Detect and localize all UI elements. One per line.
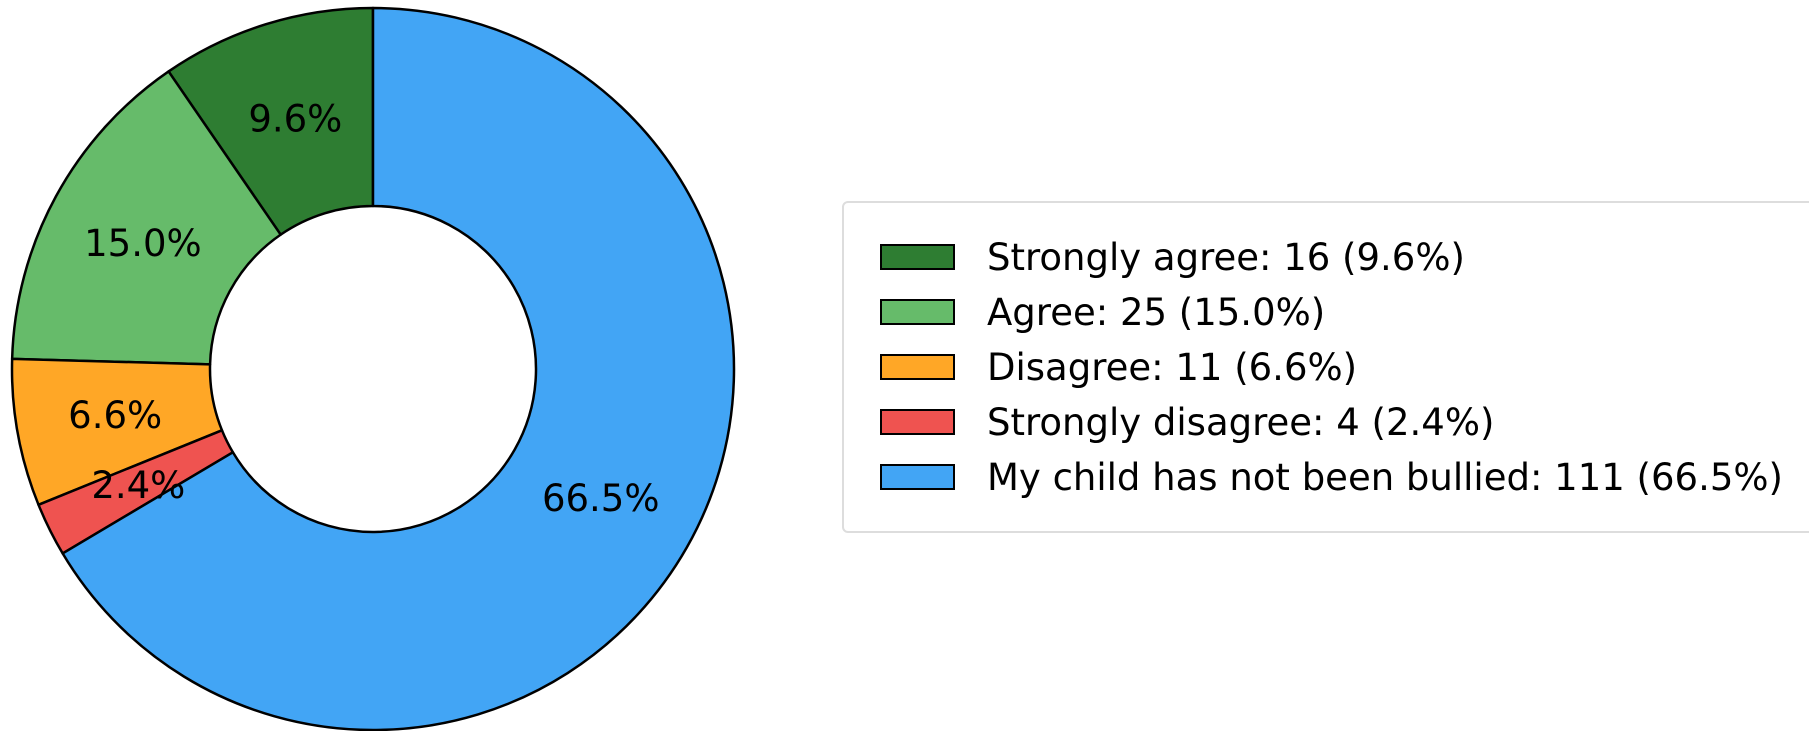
slice-label-strongly-disagree: 2.4% — [91, 464, 185, 507]
legend-swatch-strongly-disagree — [880, 409, 955, 435]
legend: Strongly agree: 16 (9.6%) Agree: 25 (15.… — [842, 201, 1809, 533]
legend-swatch-strongly-agree — [880, 244, 955, 270]
legend-swatch-not-bullied — [880, 464, 955, 490]
legend-label-not-bullied: My child has not been bullied: 111 (66.5… — [987, 455, 1783, 499]
slice-label-strongly-agree: 9.6% — [248, 97, 342, 140]
legend-label-strongly-disagree: Strongly disagree: 4 (2.4%) — [987, 400, 1495, 444]
legend-label-strongly-agree: Strongly agree: 16 (9.6%) — [987, 235, 1465, 279]
legend-item-agree: Agree: 25 (15.0%) — [880, 288, 1325, 336]
legend-item-not-bullied: My child has not been bullied: 111 (66.5… — [880, 453, 1783, 501]
slice-label-disagree: 6.6% — [68, 394, 162, 437]
legend-item-strongly-disagree: Strongly disagree: 4 (2.4%) — [880, 398, 1494, 446]
legend-label-agree: Agree: 25 (15.0%) — [987, 290, 1326, 334]
legend-item-disagree: Disagree: 11 (6.6%) — [880, 343, 1357, 391]
legend-swatch-disagree — [880, 354, 955, 380]
donut-slice-my-child-has-not-been-bullied — [61, 6, 736, 731]
legend-swatch-agree — [880, 299, 955, 325]
legend-item-strongly-agree: Strongly agree: 16 (9.6%) — [880, 233, 1465, 281]
slice-label-my-child-has-not-been-bullied: 66.5% — [542, 477, 660, 520]
slice-label-agree: 15.0% — [84, 222, 202, 265]
donut-slice-agree — [10, 70, 282, 366]
legend-label-disagree: Disagree: 11 (6.6%) — [987, 345, 1358, 389]
